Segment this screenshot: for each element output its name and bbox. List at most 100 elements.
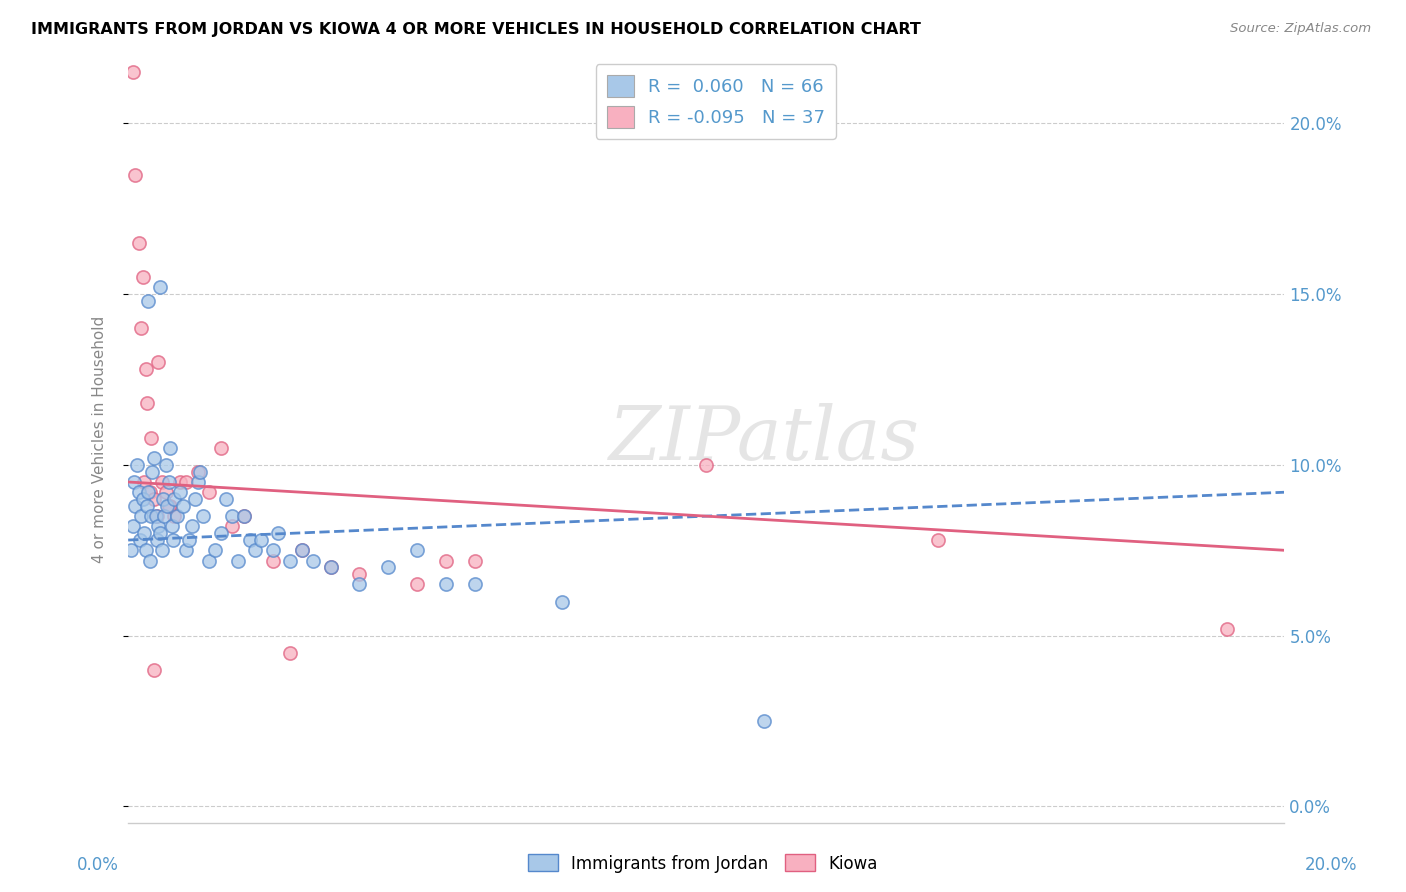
Point [141, 431, 163, 445]
Point [157, 475, 180, 489]
Point [174, 475, 197, 489]
Point [464, 577, 486, 591]
Point [155, 458, 177, 472]
Point [180, 519, 202, 533]
Point [134, 526, 156, 541]
Point [163, 509, 186, 524]
Point [226, 553, 249, 567]
Point [221, 509, 243, 524]
Point [169, 485, 191, 500]
Point [138, 485, 160, 500]
Point [177, 533, 200, 547]
Point [149, 280, 172, 294]
Point [163, 491, 186, 506]
Point [128, 485, 150, 500]
Point [183, 491, 205, 506]
Point [160, 519, 183, 533]
Point [232, 509, 254, 524]
Point [157, 499, 180, 513]
Point [232, 509, 254, 524]
Point [302, 553, 325, 567]
Point [198, 485, 221, 500]
Point [209, 526, 232, 541]
Point [319, 560, 342, 574]
Point [121, 519, 143, 533]
Point [153, 509, 176, 524]
Point [128, 235, 150, 250]
Point [143, 491, 166, 506]
Point [186, 465, 208, 479]
Text: 0.0%: 0.0% [77, 856, 120, 874]
Point [186, 475, 208, 489]
Point [129, 509, 152, 524]
Point [169, 475, 191, 489]
Point [215, 491, 238, 506]
Point [131, 491, 153, 506]
Text: ZIPatlas: ZIPatlas [609, 403, 920, 475]
Point [125, 458, 148, 472]
Legend: R =  0.060   N = 66, R = -0.095   N = 37: R = 0.060 N = 66, R = -0.095 N = 37 [596, 64, 837, 139]
Point [159, 441, 181, 455]
Text: Source: ZipAtlas.com: Source: ZipAtlas.com [1230, 22, 1371, 36]
Point [148, 519, 170, 533]
Point [150, 543, 173, 558]
Point [291, 543, 314, 558]
Point [174, 543, 197, 558]
Point [166, 509, 188, 524]
Point [551, 594, 574, 608]
Point [159, 499, 181, 513]
Point [122, 475, 145, 489]
Point [695, 458, 717, 472]
Point [434, 553, 457, 567]
Point [128, 533, 150, 547]
Point [927, 533, 949, 547]
Point [134, 362, 156, 376]
Point [239, 533, 262, 547]
Point [198, 553, 221, 567]
Point [152, 491, 174, 506]
Point [434, 577, 457, 591]
Point [135, 499, 157, 513]
Point [209, 441, 232, 455]
Point [377, 560, 399, 574]
Point [204, 543, 226, 558]
Point [138, 293, 160, 308]
Point [406, 543, 429, 558]
Point [131, 270, 153, 285]
Point [319, 560, 342, 574]
Point [349, 567, 371, 582]
Point [134, 543, 156, 558]
Point [262, 543, 284, 558]
Point [193, 509, 215, 524]
Point [134, 475, 156, 489]
Point [267, 526, 290, 541]
Point [120, 543, 142, 558]
Point [156, 499, 179, 513]
Point [135, 396, 157, 410]
Point [145, 509, 167, 524]
Point [150, 475, 173, 489]
Point [148, 355, 170, 369]
Legend: Immigrants from Jordan, Kiowa: Immigrants from Jordan, Kiowa [522, 847, 884, 880]
Point [146, 509, 169, 524]
Point [349, 577, 371, 591]
Text: IMMIGRANTS FROM JORDAN VS KIOWA 4 OR MORE VEHICLES IN HOUSEHOLD CORRELATION CHAR: IMMIGRANTS FROM JORDAN VS KIOWA 4 OR MOR… [31, 22, 921, 37]
Point [141, 465, 163, 479]
Point [139, 485, 162, 500]
Point [146, 533, 169, 547]
Point [278, 553, 301, 567]
Point [406, 577, 429, 591]
Point [143, 663, 166, 677]
Point [221, 519, 243, 533]
Point [143, 451, 166, 466]
Point [190, 465, 212, 479]
Point [162, 533, 184, 547]
Point [752, 714, 775, 728]
Point [139, 553, 162, 567]
Point [1215, 622, 1237, 636]
Point [245, 543, 267, 558]
Point [291, 543, 314, 558]
Point [121, 65, 143, 79]
Point [172, 499, 194, 513]
Point [250, 533, 273, 547]
